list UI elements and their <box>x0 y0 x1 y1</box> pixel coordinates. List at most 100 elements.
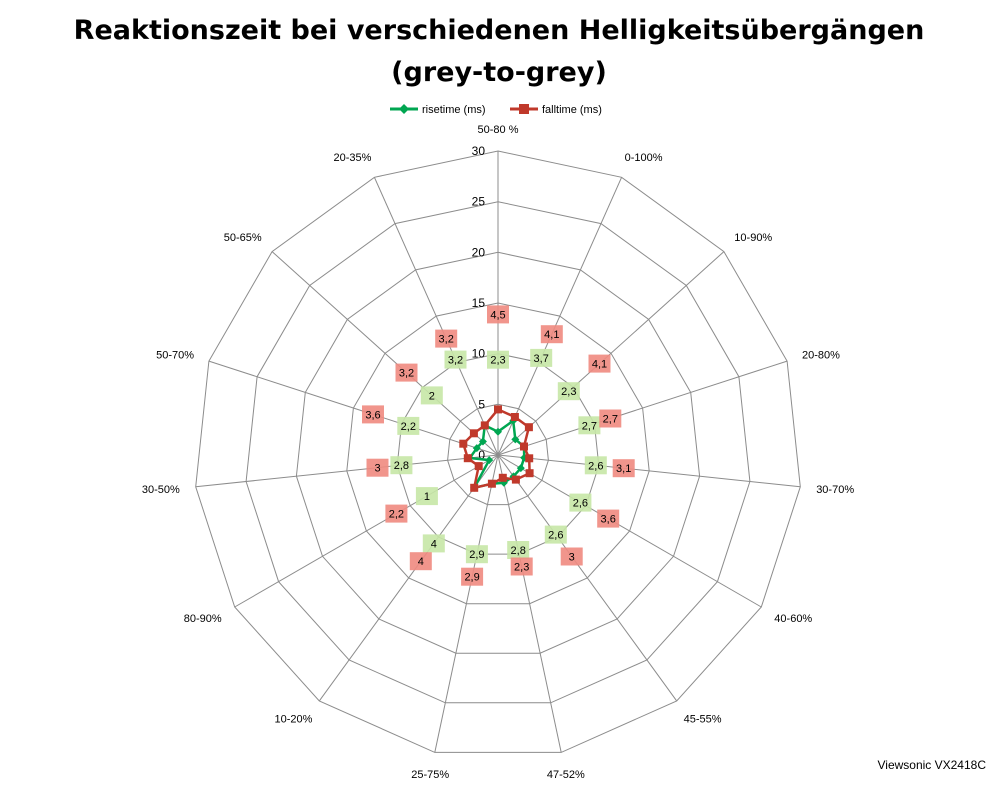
data-label-bg <box>487 350 509 369</box>
data-label: 4,1 <box>592 359 607 371</box>
data-label: 3,1 <box>616 463 631 475</box>
spoke-14 <box>373 177 499 456</box>
data-label: 3,2 <box>439 334 454 346</box>
grid-ring-5 <box>245 201 751 704</box>
data-label-bg <box>599 409 622 428</box>
category-label: 45-55% <box>684 714 722 726</box>
data-label-bg <box>588 354 611 373</box>
data-label-bg <box>487 305 509 324</box>
data-label-0-0: 2,3 <box>487 350 509 369</box>
spoke-8 <box>434 454 499 753</box>
data-label: 3,6 <box>601 514 616 526</box>
data-label-bg <box>560 547 583 566</box>
category-labels: 50-80 % 0-100% 10-90% 20-80% 30-70% 40-60% 45-… <box>142 124 854 781</box>
legend-item-0: risetime (ms) <box>390 104 486 116</box>
data-label-1-3: 2,7 <box>599 409 622 428</box>
category-label: 10-90% <box>734 232 772 244</box>
data-label-1-11: 3 <box>366 458 389 477</box>
radial-tick-label: 20 <box>472 245 486 259</box>
data-label: 2,8 <box>394 460 409 472</box>
data-label-0-3: 2,7 <box>578 416 601 435</box>
data-label-1-7: 2,3 <box>510 557 533 576</box>
category-label: 20-35% <box>333 152 371 164</box>
spoke-1 <box>497 177 623 456</box>
data-label-1-2: 4,1 <box>588 354 611 373</box>
data-label: 3,6 <box>365 409 380 421</box>
data-label-bg <box>578 416 601 435</box>
radial-tick-label: 25 <box>472 195 486 209</box>
series-line <box>461 407 531 490</box>
chart-title-line-1: Reaktionszeit bei verschiedenen Helligke… <box>73 15 925 46</box>
spoke-12 <box>208 360 499 456</box>
data-label-bg <box>366 458 389 477</box>
data-label: 4 <box>431 538 437 550</box>
data-point <box>487 479 496 488</box>
data-label: 2,6 <box>588 460 603 472</box>
data-label-1-8: 2,9 <box>461 567 484 586</box>
data-point <box>524 423 533 432</box>
data-label-bg <box>540 325 563 344</box>
data-label-1-14: 3,2 <box>435 329 458 348</box>
data-label-0-11: 2,8 <box>390 456 413 475</box>
data-label-1-5: 3,6 <box>597 509 620 528</box>
data-label: 2,3 <box>490 355 505 367</box>
spoke-7 <box>497 454 562 753</box>
data-label: 2,2 <box>401 421 416 433</box>
data-label-0-14: 3,2 <box>444 350 467 369</box>
series-1 <box>459 405 534 492</box>
data-point <box>494 405 502 414</box>
data-label: 2,2 <box>389 509 404 521</box>
category-label: 30-50% <box>142 484 180 496</box>
category-label: 30-70% <box>816 484 854 496</box>
data-label-0-8: 2,9 <box>465 545 488 564</box>
data-label: 1 <box>424 491 430 503</box>
data-label-1-4: 3,1 <box>612 459 635 478</box>
data-point <box>485 456 494 465</box>
data-label-bg <box>557 382 580 401</box>
data-label: 2,6 <box>573 498 588 510</box>
category-label: 10-20% <box>274 714 312 726</box>
spoke-13 <box>271 251 499 456</box>
data-label-1-6: 3 <box>560 547 583 566</box>
data-label-bg <box>510 557 533 576</box>
series-layer <box>459 405 534 492</box>
data-point <box>480 421 489 430</box>
data-label: 4,5 <box>490 309 505 321</box>
data-label: 2,8 <box>511 545 526 557</box>
data-point <box>474 462 483 471</box>
radial-tick-labels: 0 5 10 15 20 25 30 <box>472 144 486 462</box>
data-point <box>463 454 472 463</box>
category-label: 0-100% <box>625 152 663 164</box>
data-label-bg <box>397 416 420 435</box>
data-point <box>520 442 528 451</box>
spoke-9 <box>318 454 499 702</box>
category-label: 80-90% <box>184 613 222 625</box>
data-label-0-4: 2,6 <box>584 456 607 475</box>
data-label-0-13: 2 <box>420 386 443 405</box>
data-label: 2,9 <box>469 549 484 561</box>
category-label: 50-65% <box>224 232 262 244</box>
legend-label: falltime (ms) <box>542 104 602 116</box>
data-label-bg <box>395 363 418 382</box>
radar-spokes <box>195 151 801 753</box>
data-label-bg <box>415 487 438 506</box>
spoke-6 <box>497 454 678 702</box>
spoke-3 <box>497 360 788 456</box>
data-point <box>510 413 519 421</box>
data-label-0-5: 2,6 <box>569 493 592 512</box>
radial-tick-label: 10 <box>472 347 486 361</box>
grid-ring-6 <box>195 150 801 753</box>
data-point <box>498 473 507 482</box>
data-label: 2,7 <box>582 420 597 432</box>
data-label-bg <box>569 493 592 512</box>
data-label-0-2: 2,3 <box>557 382 580 401</box>
category-label: 47-52% <box>547 769 585 781</box>
legend-marker-square <box>519 104 529 114</box>
legend: risetime (ms) falltime (ms) <box>390 104 602 116</box>
data-labels: 2,3 3,7 2,3 2,7 2,6 2,6 2,6 2,8 2,9 4 1 2,8 2,2 2 3,2 4… <box>362 305 635 586</box>
data-label-0-1: 3,7 <box>530 348 553 367</box>
data-label: 2,3 <box>561 386 576 398</box>
legend-item-1: falltime (ms) <box>510 104 602 116</box>
series-line <box>467 418 526 490</box>
data-label-bg <box>544 525 567 544</box>
